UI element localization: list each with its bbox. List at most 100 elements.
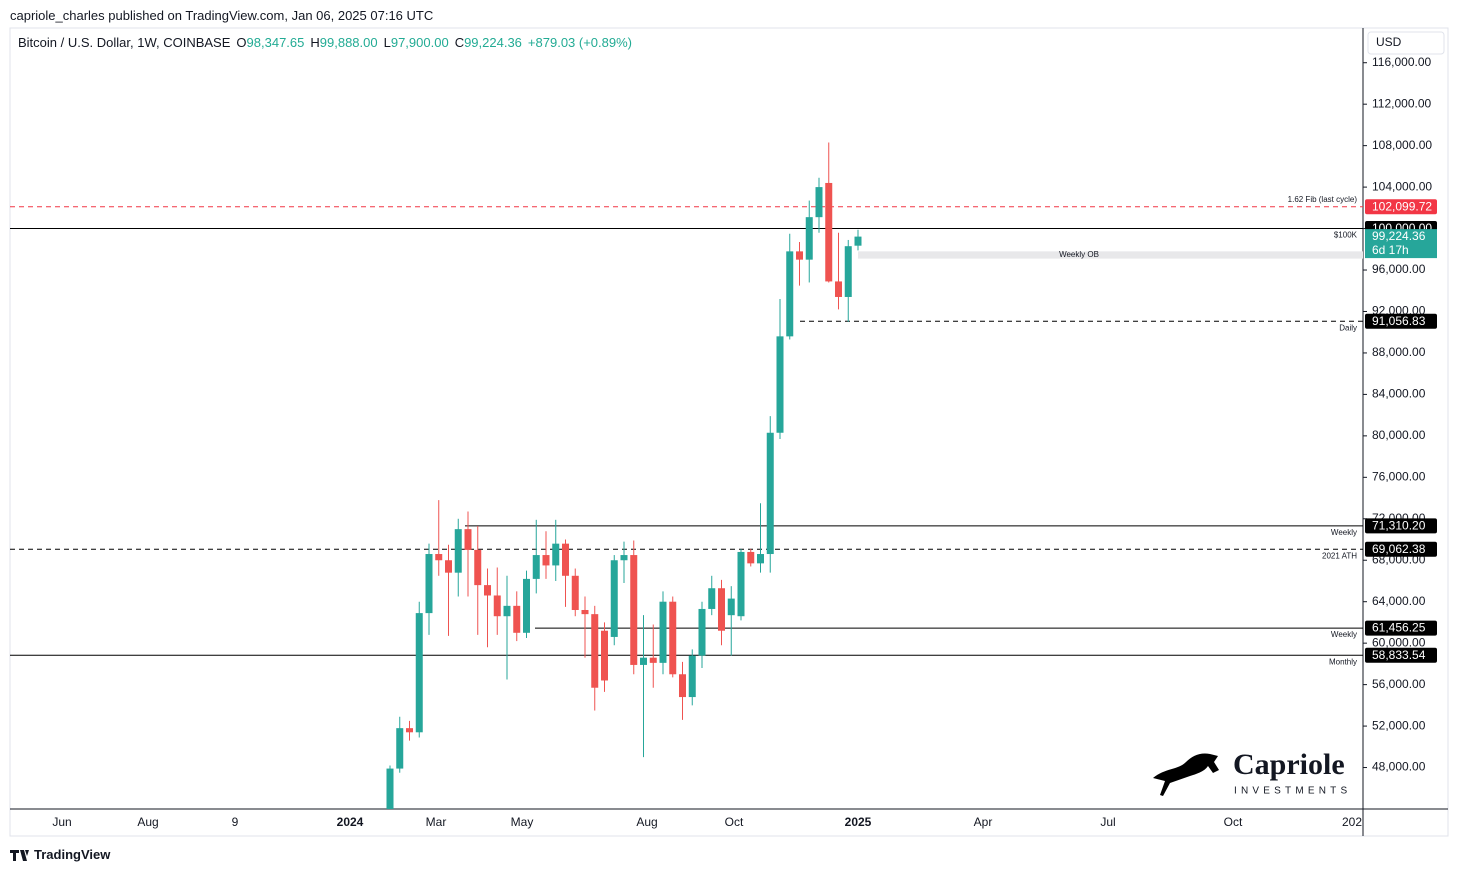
price-tag-label: 61,456.25: [1372, 621, 1426, 635]
legend: Bitcoin / U.S. Dollar, 1W, COINBASE O98,3…: [18, 35, 638, 50]
candle-body: [493, 595, 501, 617]
x-tick-label: 9: [232, 815, 239, 829]
ohlc-prefix: H: [310, 35, 320, 50]
candle-body: [435, 554, 443, 561]
candle-body: [630, 555, 638, 665]
y-tick-label: 64,000.00: [1372, 594, 1426, 608]
candle-body: [542, 555, 550, 566]
price-tag-label: 71,310.20: [1372, 519, 1426, 533]
ohlc-value: 98,347.65: [246, 35, 305, 50]
published-line: capriole_charles published on TradingVie…: [10, 8, 434, 23]
candle-body: [766, 432, 774, 555]
logo-name: Capriole: [1233, 748, 1345, 781]
y-tick-label: 76,000.00: [1372, 469, 1426, 483]
tv-logo: [10, 850, 29, 861]
x-tick-label: Aug: [137, 815, 158, 829]
ohlc-prefix: L: [383, 35, 391, 50]
candle-body: [601, 630, 608, 681]
candle-body: [562, 543, 569, 576]
candle-body: [796, 251, 803, 260]
zone-label: Weekly OB: [1059, 250, 1099, 259]
ohlc-value: 97,900.00: [390, 35, 449, 50]
price-tag: [1365, 647, 1437, 663]
logo-sub: INVESTMENTS: [1234, 786, 1351, 797]
level-note: $100K: [1334, 231, 1358, 240]
x-tick-label: Jun: [52, 815, 71, 829]
x-tick-label: Oct: [725, 815, 744, 829]
currency: USD: [1376, 35, 1402, 49]
candle-body: [386, 768, 394, 809]
candle-body: [835, 281, 842, 297]
level-note: 1.62 Fib (last cycle): [1288, 195, 1358, 204]
candle-body: [679, 674, 686, 698]
candle-body: [513, 605, 521, 633]
price-tag-label: 58,833.54: [1372, 648, 1426, 662]
symbol: Bitcoin / U.S. Dollar, 1W, COINBASE: [18, 35, 231, 50]
candle-body: [649, 657, 657, 663]
x-tick-label: 202: [1342, 815, 1362, 829]
level-note: Weekly: [1331, 528, 1357, 537]
price-tag-label: 69,062.38: [1372, 542, 1426, 556]
level-note: 2021 ATH: [1322, 551, 1357, 560]
candle-body: [815, 187, 823, 218]
y-tick-label: 56,000.00: [1372, 677, 1426, 691]
y-tick-label: 80,000.00: [1372, 428, 1426, 442]
candle-body: [688, 655, 696, 698]
price-tag: [1365, 313, 1437, 329]
candle-body: [552, 543, 560, 566]
x-tick-label: Jul: [1100, 815, 1115, 829]
candle-body: [669, 601, 677, 675]
candle-body: [708, 588, 716, 609]
countdown: 6d 17h: [1372, 243, 1409, 257]
change: +879.03 (+0.89%): [527, 35, 632, 50]
y-tick-label: 116,000.00: [1372, 55, 1431, 69]
candle-body: [844, 246, 852, 297]
candle-body: [484, 585, 491, 596]
candle-body: [503, 605, 511, 617]
candle-body: [620, 555, 628, 561]
y-tick-label: 48,000.00: [1372, 760, 1426, 774]
candle-body: [425, 554, 433, 614]
logo-horse: [1153, 753, 1219, 796]
candle-body: [532, 555, 540, 579]
chart-border: [9, 27, 1449, 837]
level-note: Monthly: [1329, 657, 1357, 666]
candle-body: [737, 551, 745, 617]
currency-box: [1367, 31, 1445, 55]
price-tag-label: 91,056.83: [1372, 314, 1426, 328]
candle-body: [718, 588, 725, 631]
y-tick-label: 108,000.00: [1372, 138, 1432, 152]
candle-body: [747, 551, 755, 564]
price-tag-label: 102,099.72: [1372, 199, 1432, 213]
last-price-tag: [1365, 229, 1437, 259]
candle-body: [581, 609, 589, 615]
ohlc-prefix: O: [236, 35, 247, 50]
price-tag: [1365, 620, 1437, 636]
candle-body: [786, 251, 794, 337]
x-tick-label: 2024: [337, 815, 364, 829]
candle-body: [406, 728, 413, 733]
x-tick-label: May: [511, 815, 534, 829]
candle-body: [415, 613, 423, 733]
x-tick-label: Oct: [1224, 815, 1243, 829]
ohlc-prefix: C: [454, 35, 465, 50]
candle-body: [396, 728, 404, 769]
level-note: Daily: [1339, 323, 1357, 332]
y-tick-label: 96,000.00: [1372, 262, 1426, 276]
candle-body: [474, 549, 482, 586]
last-price-label: 99,224.36: [1372, 229, 1426, 243]
x-tick-label: 2025: [845, 815, 872, 829]
candle-body: [825, 182, 833, 282]
candle-body: [757, 554, 764, 564]
candle-body: [464, 529, 472, 550]
x-tick-label: Aug: [636, 815, 657, 829]
candle-body: [698, 608, 706, 656]
x-tick-label: Mar: [426, 815, 447, 829]
candle-body: [854, 236, 862, 246]
axes: 116,000.00 112,000.00 108,000.00 104,000.00…: [52, 55, 1437, 829]
candle-body: [727, 598, 735, 616]
footer: TradingView: [34, 847, 111, 862]
price-tag: [1365, 518, 1437, 534]
